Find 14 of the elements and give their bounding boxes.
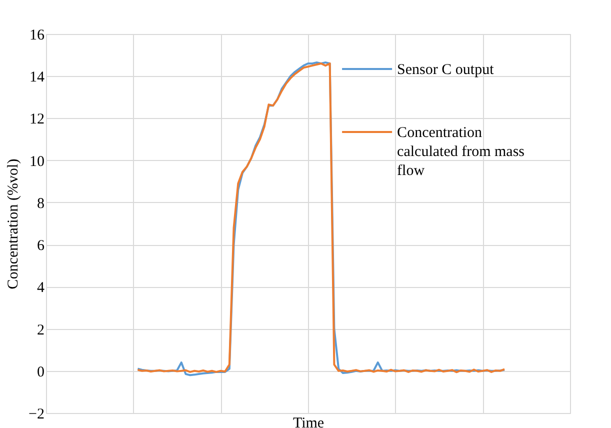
y-tick-label: 8 <box>37 196 44 212</box>
legend-label: Concentration calculated from mass flow <box>397 125 525 179</box>
y-tick-label: 10 <box>30 154 44 170</box>
y-tick-label: 2 <box>37 322 44 338</box>
y-axis-title: Concentration (%vol) <box>6 158 22 290</box>
legend-label: Sensor C output <box>397 62 495 78</box>
y-tick-label: 6 <box>37 238 45 254</box>
y-tick-label: 12 <box>30 112 44 128</box>
y-tick-label: 14 <box>30 70 45 86</box>
y-tick-label: 16 <box>30 28 45 44</box>
y-tick-label: −2 <box>28 406 44 422</box>
y-tick-label: 4 <box>37 280 45 296</box>
y-tick-label: 0 <box>37 364 44 380</box>
x-axis-title: Time <box>292 416 324 428</box>
